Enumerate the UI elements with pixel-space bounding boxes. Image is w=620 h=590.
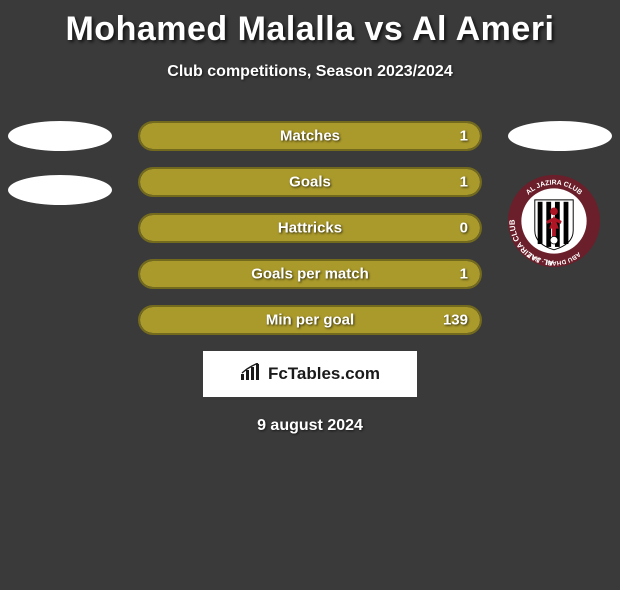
footer-brand-box: FcTables.com [203, 351, 417, 397]
player-right-placeholder-1 [508, 121, 612, 151]
stat-label: Min per goal [266, 312, 354, 329]
stat-bars: Matches 1 Goals 1 Hattricks 0 Goals per match 1… [138, 121, 482, 335]
subtitle: Club competitions, Season 2023/2024 [0, 63, 620, 81]
stat-label: Goals per match [251, 266, 369, 283]
stat-value-right: 0 [460, 220, 468, 237]
stat-value-right: 1 [460, 128, 468, 145]
stat-row: Hattricks 0 [138, 213, 482, 243]
player-left-placeholder-2 [8, 175, 112, 205]
stat-value-right: 1 [460, 174, 468, 191]
stat-row: Min per goal 139 [138, 305, 482, 335]
footer-brand-text: FcTables.com [268, 364, 380, 384]
stat-label: Goals [289, 174, 331, 191]
date-line: 9 august 2024 [0, 417, 620, 435]
chart-icon [240, 363, 262, 386]
stats-area: AL JAZIRA CLUB AL JAZIRA CLUB ABU DHABI … [0, 121, 620, 335]
club-logo-al-jazira: AL JAZIRA CLUB AL JAZIRA CLUB ABU DHABI … [506, 173, 602, 269]
player-left-placeholder-1 [8, 121, 112, 151]
stat-value-right: 1 [460, 266, 468, 283]
stat-label: Matches [280, 128, 340, 145]
stat-label: Hattricks [278, 220, 342, 237]
page-title: Mohamed Malalla vs Al Ameri [0, 10, 620, 49]
stat-row: Goals 1 [138, 167, 482, 197]
stat-row: Goals per match 1 [138, 259, 482, 289]
stat-value-right: 139 [443, 312, 468, 329]
stat-row: Matches 1 [138, 121, 482, 151]
